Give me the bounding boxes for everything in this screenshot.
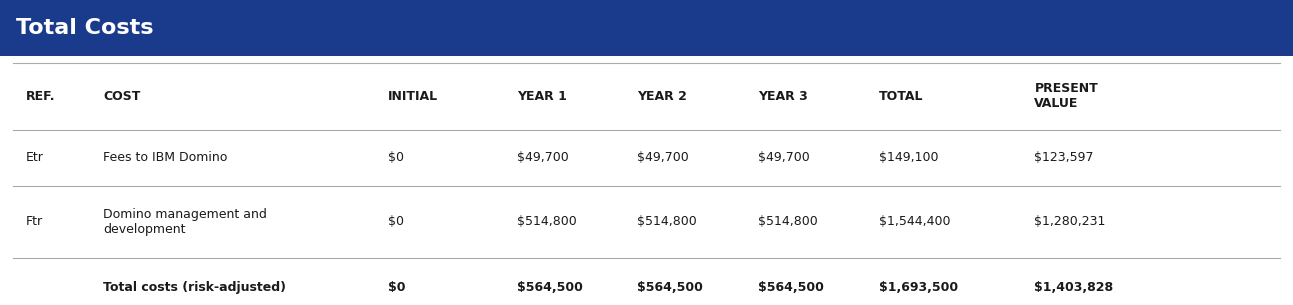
Text: $564,500: $564,500: [758, 281, 824, 294]
Text: $564,500: $564,500: [517, 281, 583, 294]
Text: INITIAL: INITIAL: [388, 90, 438, 102]
Text: Etr: Etr: [26, 151, 44, 164]
Text: PRESENT
VALUE: PRESENT VALUE: [1034, 82, 1098, 110]
Text: $49,700: $49,700: [758, 151, 809, 164]
Text: $1,693,500: $1,693,500: [879, 281, 958, 294]
Text: $123,597: $123,597: [1034, 151, 1094, 164]
Text: $0: $0: [388, 281, 406, 294]
Text: REF.: REF.: [26, 90, 56, 102]
Text: $0: $0: [388, 215, 403, 228]
Text: $514,800: $514,800: [758, 215, 817, 228]
Text: $1,403,828: $1,403,828: [1034, 281, 1113, 294]
Text: Fees to IBM Domino: Fees to IBM Domino: [103, 151, 228, 164]
Text: YEAR 1: YEAR 1: [517, 90, 568, 102]
Text: $149,100: $149,100: [879, 151, 939, 164]
FancyBboxPatch shape: [0, 0, 1293, 56]
Text: TOTAL: TOTAL: [879, 90, 923, 102]
Text: Ftr: Ftr: [26, 215, 43, 228]
Text: Domino management and
development: Domino management and development: [103, 208, 268, 236]
Text: $49,700: $49,700: [637, 151, 689, 164]
Text: YEAR 2: YEAR 2: [637, 90, 688, 102]
Text: Total Costs: Total Costs: [16, 18, 153, 38]
Text: YEAR 3: YEAR 3: [758, 90, 807, 102]
Text: $514,800: $514,800: [517, 215, 577, 228]
Text: $0: $0: [388, 151, 403, 164]
Text: $514,800: $514,800: [637, 215, 697, 228]
Text: Total costs (risk-adjusted): Total costs (risk-adjusted): [103, 281, 287, 294]
Text: $49,700: $49,700: [517, 151, 569, 164]
Text: $1,280,231: $1,280,231: [1034, 215, 1106, 228]
Text: COST: COST: [103, 90, 141, 102]
Text: $1,544,400: $1,544,400: [879, 215, 950, 228]
Text: $564,500: $564,500: [637, 281, 703, 294]
